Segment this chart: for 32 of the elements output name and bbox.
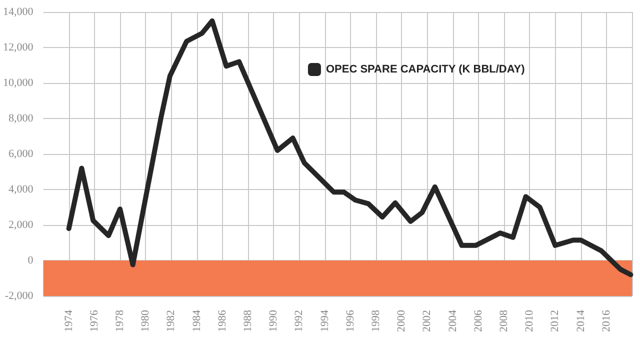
x-tick-label: 1990 [268, 310, 280, 332]
x-tick-label: 1984 [190, 310, 203, 332]
x-tick-label: 1976 [88, 310, 100, 332]
x-tick-label: 1980 [140, 310, 152, 332]
y-tick-label: 6,000 [8, 148, 34, 160]
y-tick-label: 0 [28, 254, 34, 266]
y-tick-label: 2,000 [8, 219, 34, 231]
x-tick-label: 2012 [549, 310, 562, 332]
x-tick-label: 1994 [318, 310, 331, 332]
x-tick-label: 1986 [216, 310, 228, 332]
x-tick-label: 1988 [242, 310, 254, 332]
x-tick-label: 1998 [370, 310, 382, 332]
x-tick-label: 2006 [472, 310, 484, 332]
x-tick-label: 2014 [574, 310, 587, 332]
x-tick-label: 2010 [524, 310, 536, 332]
y-tick-label: 4,000 [8, 184, 34, 196]
x-tick-label: 1982 [165, 310, 178, 332]
x-tick-label: 2008 [498, 310, 510, 332]
x-tick-label: 2004 [446, 310, 459, 332]
x-tick-label: 2016 [600, 310, 612, 332]
y-tick-label: 12,000 [3, 42, 34, 54]
x-tick-label: 1974 [62, 310, 75, 332]
x-tick-label: 2000 [396, 310, 408, 332]
y-tick-label: 10,000 [3, 77, 34, 89]
y-tick-label: 8,000 [8, 112, 34, 124]
x-tick-label: 2002 [421, 310, 434, 332]
x-tick-label: 1996 [344, 310, 356, 332]
y-tick-label: 14,000 [3, 6, 34, 18]
legend-label: OPEC SPARE CAPACITY (K BBL/DAY) [326, 64, 526, 76]
x-tick-label: 1978 [114, 310, 126, 332]
y-tick-label: -2,000 [4, 290, 34, 302]
x-tick-label: 1992 [293, 310, 306, 332]
